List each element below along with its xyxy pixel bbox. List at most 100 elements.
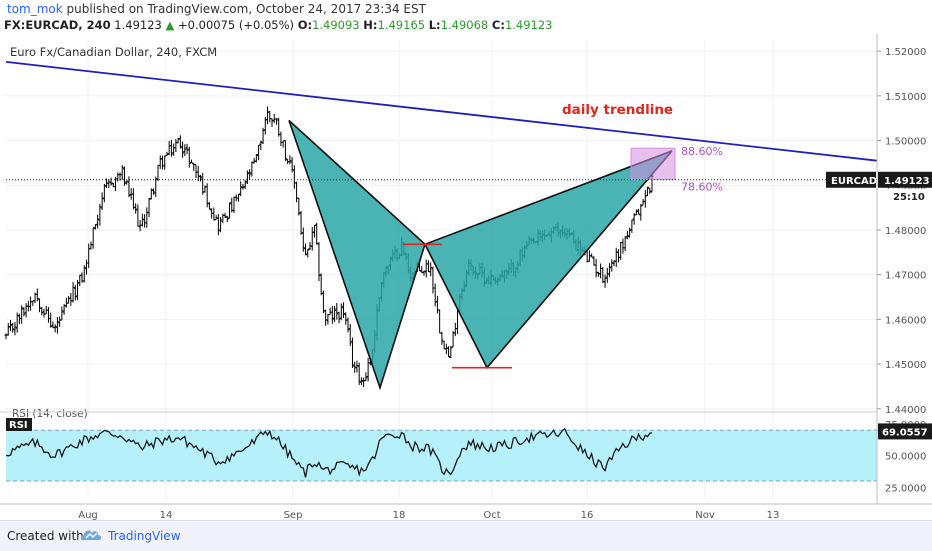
author-link[interactable]: tom_mok <box>7 2 63 16</box>
price-bar <box>297 197 301 216</box>
price-bar <box>288 155 292 165</box>
time-tick-label: Aug <box>78 510 98 521</box>
up-arrow-icon: ▲ <box>165 18 175 32</box>
rsi-tag: RSI <box>9 420 28 431</box>
price-bar <box>98 203 102 226</box>
price-bar <box>339 303 343 321</box>
price-bar <box>623 236 627 252</box>
price-bar <box>337 311 341 324</box>
price-bar <box>274 118 278 125</box>
pattern-bcd-triangle <box>423 150 673 370</box>
time-tick-label: 18 <box>393 510 406 521</box>
price-bar <box>219 216 223 233</box>
price-bar <box>20 305 24 324</box>
price-bar <box>308 241 312 251</box>
time-tick-label: Sep <box>284 510 303 521</box>
price-bar <box>169 139 173 157</box>
price-tick-label: 1.48000 <box>885 226 926 237</box>
price-bar <box>107 179 111 189</box>
price-bar <box>283 140 287 161</box>
price-bar <box>422 270 426 276</box>
price-bar <box>136 204 140 227</box>
price-bar <box>637 208 641 215</box>
price-bar <box>335 302 339 320</box>
price-bar <box>163 155 167 170</box>
tradingview-cloud-icon[interactable] <box>80 527 104 547</box>
harmonic-pattern[interactable]: 88.60% 78.60% <box>5 61 878 391</box>
price-bar <box>290 157 294 173</box>
chart-header: tom_mok published on TradingView.com, Oc… <box>0 0 932 34</box>
price-bar <box>270 118 274 127</box>
price-bar <box>15 312 19 333</box>
price-bar <box>648 187 652 194</box>
price-bar <box>62 304 66 315</box>
price-bar <box>140 213 144 227</box>
price-bar <box>447 346 451 358</box>
price-bar <box>40 306 44 316</box>
price-bar <box>71 282 75 303</box>
price-bar <box>174 139 178 153</box>
price-bar <box>198 174 202 182</box>
price-bar <box>205 183 209 208</box>
price-bar <box>134 203 138 214</box>
rsi-tick-label: 25.0000 <box>885 483 926 494</box>
price-bar <box>610 259 614 272</box>
tradingview-link[interactable]: TradingView <box>108 529 181 543</box>
price-bar <box>333 306 337 322</box>
chart-area[interactable]: RSI RSI (14, close) 88.60% 78.60% 1.52000 1… <box>0 34 932 524</box>
price-bar <box>185 143 189 155</box>
price-bar <box>257 144 261 161</box>
high-value: 1.49165 <box>377 18 426 32</box>
rsi-band-fill <box>6 430 877 481</box>
price-bar <box>342 302 346 319</box>
price-bar <box>216 214 220 236</box>
price-bar <box>154 176 158 198</box>
time-tick-label: Oct <box>483 510 500 521</box>
price-bar <box>82 265 86 283</box>
time-tick-label: 16 <box>581 510 594 521</box>
time-tick-label: Nov <box>695 510 715 521</box>
current-price-tag: 1.49123 <box>884 176 930 187</box>
high-label: H: <box>363 18 378 32</box>
open-label: O: <box>297 18 313 32</box>
price-bar <box>239 181 243 197</box>
price-bar <box>429 262 433 277</box>
daily-trendline <box>5 61 878 162</box>
price-bar <box>187 147 191 168</box>
symbol-name[interactable]: FX:EURCAD, 240 <box>4 18 111 32</box>
price-bar <box>158 155 162 169</box>
pattern-xab-triangle <box>288 119 426 391</box>
price-bar <box>102 183 106 203</box>
price-bar <box>263 116 267 135</box>
price-bar <box>362 377 366 388</box>
time-tick-label: 14 <box>160 510 173 521</box>
rsi-title: RSI (14, close) <box>12 408 88 420</box>
price-bar <box>317 242 321 282</box>
price-bar <box>60 306 64 321</box>
low-value: 1.49068 <box>440 18 489 32</box>
price-bar <box>625 230 629 240</box>
publication-info: published on TradingView.com, October 24… <box>62 2 426 16</box>
price-bar <box>11 323 15 333</box>
price-bar <box>145 207 149 228</box>
price-bar <box>646 186 650 197</box>
price-bar <box>176 137 180 144</box>
price-bar <box>355 360 359 373</box>
symbol-tag: EURCAD <box>831 176 877 187</box>
symbol-quote-line: FX:EURCAD, 240 1.49123 ▲ +0.00075 (+0.05… <box>4 18 553 32</box>
price-bar <box>38 298 42 313</box>
footer: Created with TradingView <box>0 520 932 551</box>
trendline-annotation[interactable]: daily trendline <box>562 102 673 118</box>
countdown-bg <box>878 188 932 204</box>
price-tick-label: 1.50000 <box>885 137 926 148</box>
fib-level-label: 78.60% <box>681 181 723 194</box>
price-bar <box>639 203 643 221</box>
price-bar <box>230 197 234 213</box>
price-bar <box>236 193 240 202</box>
open-value: 1.49093 <box>312 18 360 32</box>
symbol-tag-bg <box>826 171 876 188</box>
price-bar <box>312 224 316 238</box>
close-label: C: <box>491 18 505 32</box>
